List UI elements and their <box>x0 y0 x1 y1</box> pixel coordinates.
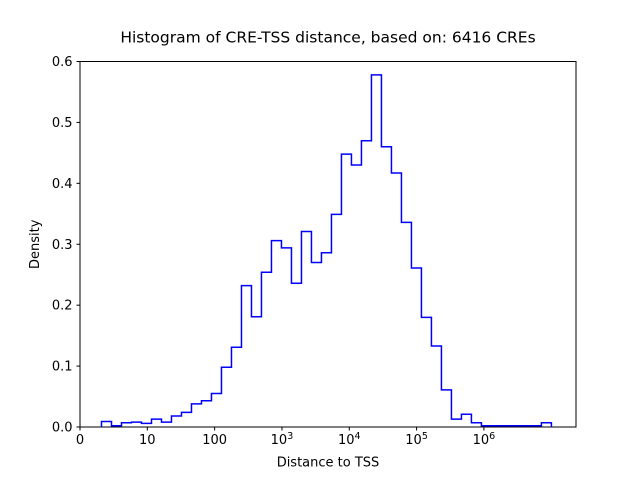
y-axis-label: Density <box>28 219 43 269</box>
x-tick-label: 100 <box>202 433 227 448</box>
y-axis-ticks: 0.0 0.1 0.2 0.3 0.4 0.5 0.6 <box>52 55 80 436</box>
y-tick-label: 0.6 <box>52 55 73 70</box>
histogram-series <box>100 74 553 427</box>
x-tick-label: 10 <box>139 433 156 448</box>
x-axis-label: Distance to TSS <box>277 456 380 471</box>
x-tick-label: 106 <box>473 431 496 448</box>
y-tick-label: 0.4 <box>52 177 73 192</box>
x-tick-label: 103 <box>271 431 294 448</box>
x-tick-label: 104 <box>338 431 361 448</box>
plot-title: Histogram of CRE-TSS distance, based on:… <box>120 29 535 47</box>
x-tick-label: 0 <box>76 433 84 448</box>
axes-frame <box>79 61 577 428</box>
y-tick-label: 0.2 <box>52 299 73 314</box>
x-axis-ticks: 0 10 100 103 104 105 106 <box>76 427 495 448</box>
y-tick-label: 0.0 <box>52 421 73 436</box>
y-tick-label: 0.5 <box>52 116 73 131</box>
x-tick-label: 105 <box>405 431 428 448</box>
y-tick-label: 0.1 <box>52 360 73 375</box>
y-tick-label: 0.3 <box>52 238 73 253</box>
histogram-step-line <box>100 74 553 427</box>
